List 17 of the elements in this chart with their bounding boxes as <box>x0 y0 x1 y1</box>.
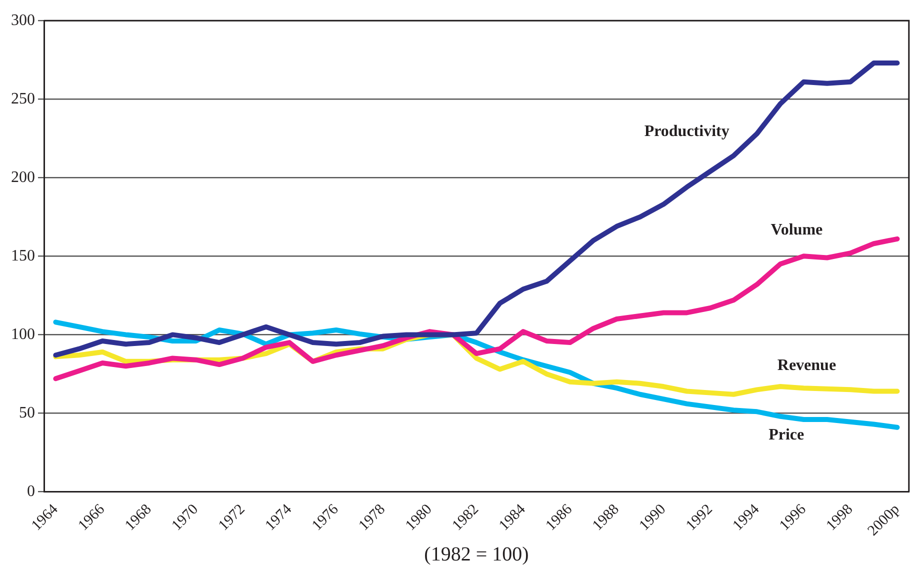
x-axis-title: (1982 = 100) <box>424 543 529 566</box>
x-tick-label: 1998 <box>824 501 856 534</box>
x-tick-label: 1982 <box>450 501 482 534</box>
series-label: Productivity <box>644 123 730 140</box>
x-tick-label: 1978 <box>356 501 389 534</box>
y-tick-label: 0 <box>27 482 35 500</box>
series-label: Volume <box>770 221 823 238</box>
y-tick-label: 300 <box>11 12 35 29</box>
x-tick-label: 1990 <box>636 501 670 534</box>
y-tick-label: 50 <box>19 404 35 422</box>
y-tick-label: 150 <box>11 247 35 264</box>
series-label: Price <box>768 426 804 444</box>
y-tick-label: 200 <box>11 168 35 186</box>
y-tick-label: 250 <box>11 90 35 108</box>
y-tick-label: 100 <box>11 326 35 343</box>
x-tick-label: 1970 <box>169 501 202 534</box>
series-label: Revenue <box>777 357 836 374</box>
